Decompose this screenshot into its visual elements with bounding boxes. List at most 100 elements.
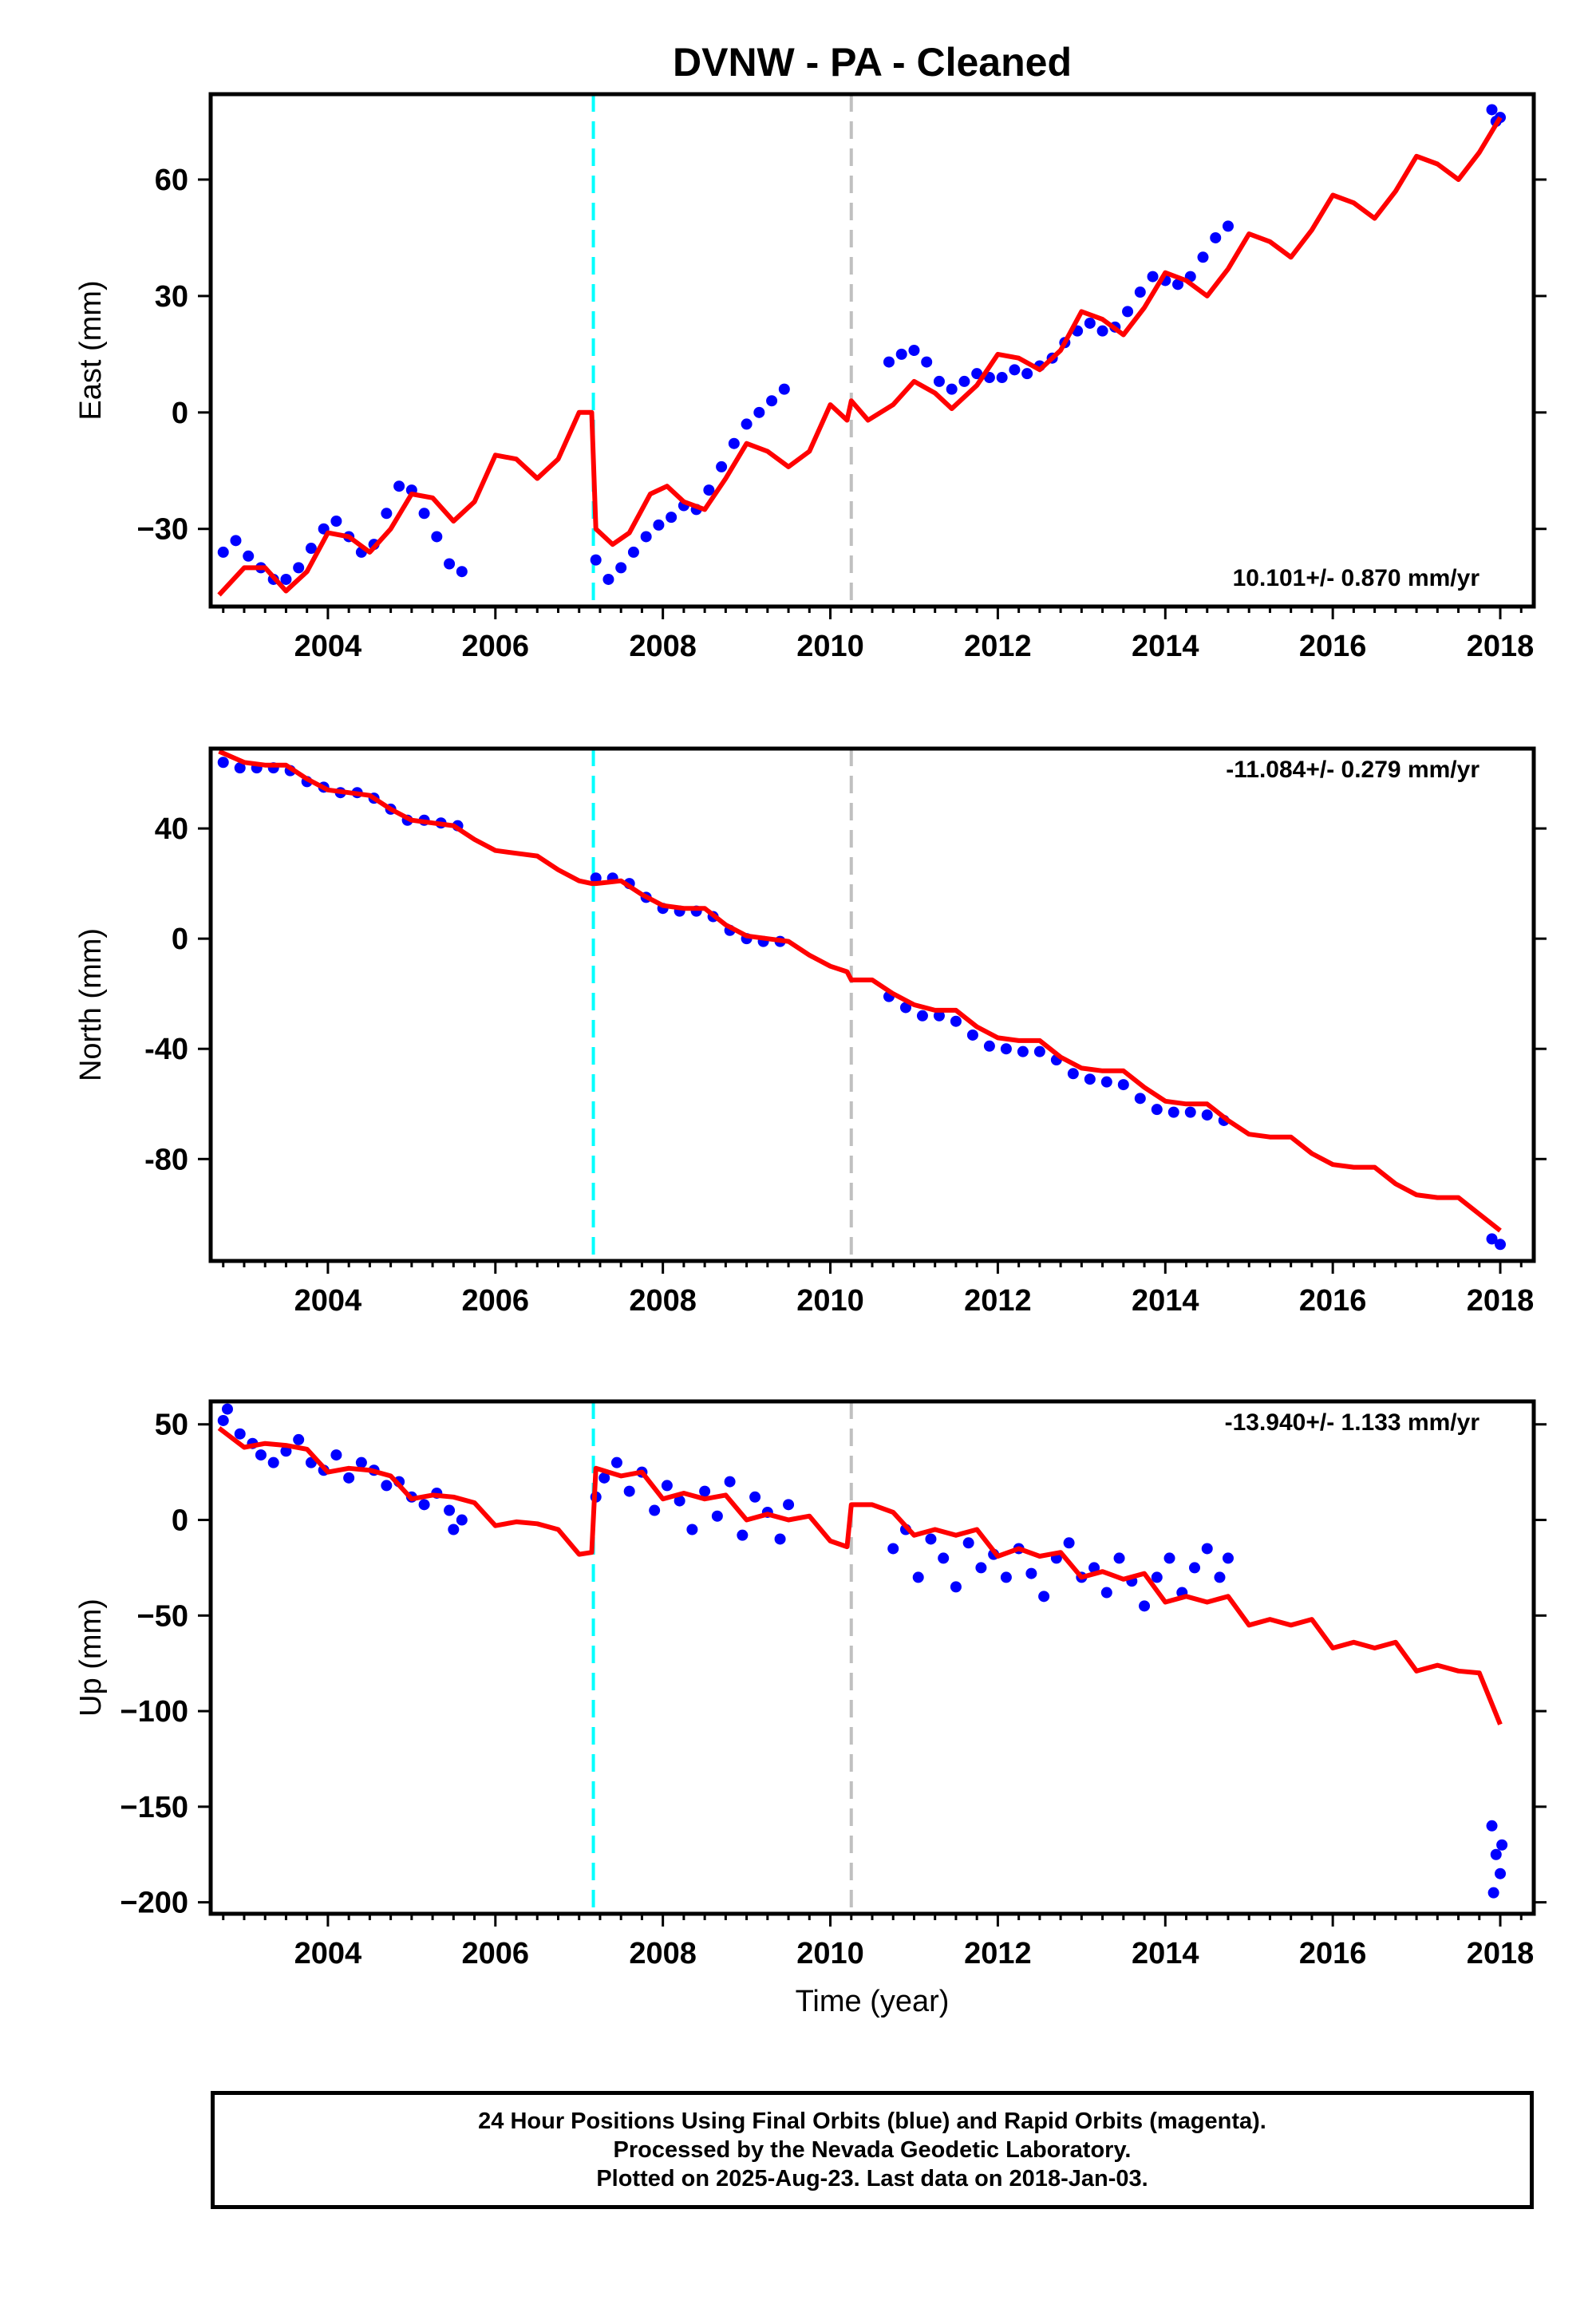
data-point: [887, 1543, 899, 1555]
data-point: [1122, 306, 1134, 318]
data-point: [1147, 271, 1159, 283]
data-point: [393, 480, 405, 492]
plot-area: [217, 1401, 1508, 1914]
data-point: [1210, 231, 1222, 243]
data-point: [1496, 1839, 1508, 1851]
y-tick-label: 60: [155, 164, 188, 197]
data-point: [741, 418, 753, 430]
data-point: [933, 1010, 945, 1022]
data-point: [1222, 220, 1234, 232]
panel-north: 2004 2006 2008 2010 2012 2014 2016 2018 -80 -40 0 4…: [74, 746, 1547, 1318]
data-point: [444, 558, 456, 570]
data-point: [230, 535, 242, 547]
data-point: [234, 1428, 246, 1440]
data-point: [217, 546, 229, 558]
data-point: [330, 516, 342, 527]
y-tick-label: 40: [155, 812, 188, 846]
x-tick-label: 2012: [964, 1937, 1032, 1970]
data-point: [753, 406, 765, 418]
x-tick-label: 2018: [1467, 630, 1535, 663]
rate-label: -11.084+/- 0.279 mm/yr: [1226, 757, 1479, 783]
data-point: [958, 375, 970, 387]
data-point: [1100, 1076, 1112, 1088]
data-point: [971, 368, 983, 380]
data-point: [899, 1002, 911, 1014]
data-point: [933, 375, 945, 387]
x-tick-label: 2010: [796, 1937, 864, 1970]
x-tick-label: 2016: [1299, 630, 1367, 663]
data-point: [661, 1480, 673, 1492]
data-point: [1184, 1106, 1196, 1118]
data-point: [627, 546, 639, 558]
data-point: [343, 1472, 355, 1484]
data-point: [711, 1510, 723, 1522]
data-point: [703, 484, 715, 496]
data-point: [1495, 1867, 1507, 1879]
x-tick-label: 2012: [964, 1284, 1032, 1318]
data-point: [950, 1015, 962, 1027]
y-tick-label: −100: [120, 1695, 188, 1729]
data-point: [267, 1456, 279, 1468]
data-point: [444, 1504, 456, 1516]
data-point: [1487, 1887, 1499, 1899]
x-tick-label: 2006: [462, 1284, 530, 1318]
x-tick-label: 2018: [1467, 1937, 1535, 1970]
data-point: [737, 1529, 749, 1541]
data-point: [431, 531, 443, 543]
data-point: [381, 508, 393, 520]
data-point: [938, 1552, 950, 1564]
data-point: [996, 372, 1008, 384]
rate-label: 10.101+/- 0.870 mm/yr: [1233, 565, 1480, 591]
panel-up: 2004 2006 2008 2010 2012 2014 2016 2018 −200 −150…: [74, 1399, 1547, 1970]
data-point: [1197, 251, 1209, 263]
data-point: [217, 1414, 229, 1426]
data-point: [1000, 1043, 1012, 1055]
data-point: [330, 1449, 342, 1461]
data-point: [615, 562, 627, 574]
data-point: [950, 1581, 962, 1593]
data-point: [1167, 1106, 1179, 1118]
data-point: [590, 554, 602, 566]
x-tick-label: 2010: [796, 630, 864, 663]
data-point: [674, 1495, 685, 1507]
data-point: [1172, 279, 1184, 290]
data-point: [1486, 104, 1498, 116]
data-point: [1017, 1045, 1029, 1057]
data-point: [293, 1433, 305, 1445]
x-tick-label: 2012: [964, 630, 1032, 663]
data-point: [640, 531, 652, 543]
x-tick-label: 2016: [1299, 1937, 1367, 1970]
y-tick-label: 50: [155, 1409, 188, 1442]
x-tick-label: 2006: [462, 1937, 530, 1970]
data-point: [255, 1449, 267, 1461]
data-point: [946, 383, 958, 395]
x-tick-label: 2008: [629, 630, 697, 663]
data-point: [1084, 1073, 1096, 1085]
plot-frame: [208, 1399, 1536, 1916]
y-tick-label: -40: [144, 1033, 188, 1066]
y-tick-label: −50: [137, 1599, 188, 1633]
y-tick-label: −30: [137, 513, 188, 547]
y-axis-label: Up (mm): [74, 1599, 108, 1717]
data-point: [1088, 1562, 1100, 1574]
data-point: [925, 1533, 937, 1545]
data-point: [355, 1456, 367, 1468]
footer-box: 24 Hour Positions Using Final Orbits (bl…: [211, 2091, 1534, 2209]
data-point: [418, 508, 430, 520]
data-point: [1134, 287, 1146, 298]
model-line: [218, 749, 1502, 1233]
data-point: [1021, 368, 1033, 380]
data-point: [1490, 1848, 1502, 1860]
data-point: [883, 356, 895, 368]
data-point: [1096, 325, 1108, 337]
data-point: [1201, 1109, 1213, 1121]
x-tick-label: 2004: [294, 630, 362, 663]
data-point: [1214, 1571, 1226, 1583]
y-tick-label: 30: [155, 280, 188, 314]
data-point: [456, 566, 468, 578]
data-point: [749, 1491, 761, 1503]
x-tick-label: 2004: [294, 1937, 362, 1970]
data-point: [1201, 1543, 1213, 1555]
data-point: [716, 460, 728, 472]
